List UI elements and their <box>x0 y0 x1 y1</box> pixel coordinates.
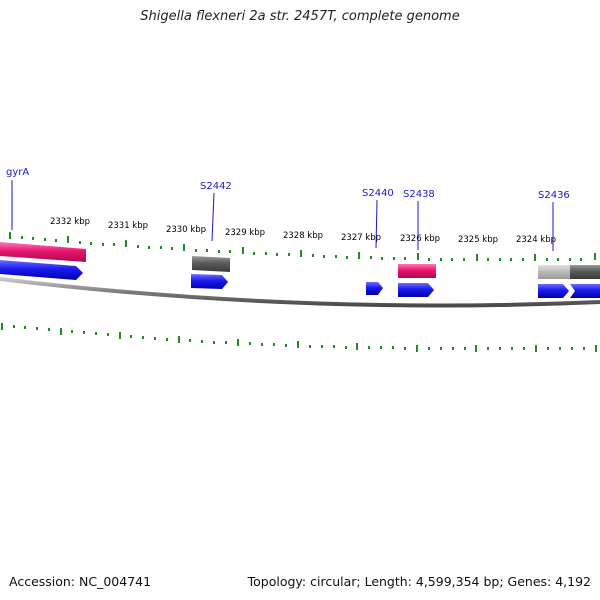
gene-label-gyra[interactable]: gyrA <box>6 167 29 178</box>
map-title: Shigella flexneri 2a str. 2457T, complet… <box>140 9 460 24</box>
gene-leader-line <box>375 199 378 249</box>
genome-backbone <box>0 277 600 308</box>
gene-labels: gyrA S2442 S2440 S2438 S2436 <box>6 167 570 201</box>
scale-label: 2331 kbp <box>108 221 148 231</box>
scale-label: 2332 kbp <box>50 217 90 227</box>
scale-label: 2327 kbp <box>341 233 381 243</box>
gene-label-leaders <box>11 180 554 251</box>
feature-s2442-cds-arrow[interactable] <box>191 274 228 289</box>
feature-track-forward <box>0 260 600 298</box>
feature-gyra-cds-arrow[interactable] <box>0 260 83 280</box>
feature-s2438-pink[interactable] <box>398 264 436 278</box>
scale-label: 2326 kbp <box>400 234 440 244</box>
gene-label-s2436[interactable]: S2436 <box>538 190 570 201</box>
scale-label: 2329 kbp <box>225 228 265 238</box>
upper-tick-track <box>9 232 596 261</box>
gene-label-s2438[interactable]: S2438 <box>403 189 435 200</box>
feature-track-upper <box>0 242 600 279</box>
gene-leader-line <box>211 192 215 242</box>
feature-s2436-lightgray[interactable] <box>538 265 570 279</box>
scale-label: 2324 kbp <box>516 235 556 245</box>
feature-right-cds-arrow[interactable] <box>570 284 600 298</box>
scale-label: 2330 kbp <box>166 225 206 235</box>
gene-label-s2440[interactable]: S2440 <box>362 188 394 199</box>
feature-s2440-cds-arrow[interactable] <box>366 282 383 295</box>
scale-labels: 2332 kbp 2331 kbp 2330 kbp 2329 kbp 2328… <box>50 217 556 245</box>
scale-label: 2325 kbp <box>458 235 498 245</box>
scale-label: 2328 kbp <box>283 231 323 241</box>
genome-summary-text: Topology: circular; Length: 4,599,354 bp… <box>247 574 591 589</box>
feature-gyra-pink[interactable] <box>0 242 86 262</box>
feature-right-gray[interactable] <box>570 265 600 279</box>
lower-tick-track <box>1 323 597 352</box>
accession-text: Accession: NC_004741 <box>9 574 152 589</box>
feature-s2438-cds-arrow[interactable] <box>398 283 434 297</box>
feature-s2442-gray[interactable] <box>192 256 230 272</box>
feature-s2436-cds-arrow[interactable] <box>538 284 569 298</box>
gene-label-s2442[interactable]: S2442 <box>200 181 232 192</box>
